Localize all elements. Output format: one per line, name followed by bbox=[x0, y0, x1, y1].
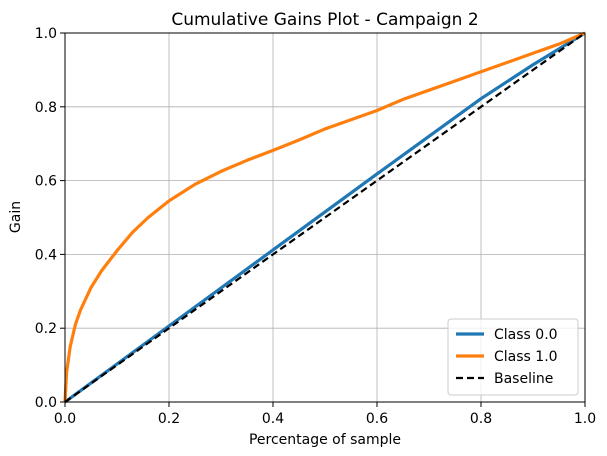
x-tick-label: 0.4 bbox=[262, 411, 284, 427]
x-tick-label: 0.6 bbox=[366, 411, 388, 427]
chart-title: Cumulative Gains Plot - Campaign 2 bbox=[171, 10, 478, 30]
y-tick-label: 0.2 bbox=[35, 321, 57, 337]
legend-box bbox=[447, 318, 579, 396]
legend-label: Class 1.0 bbox=[494, 349, 558, 365]
series-layer bbox=[63, 31, 586, 404]
ticks: 0.0 0.2 0.4 0.6 0.8 1.0 0.0 0.2 0.4 0.6 0.8 1.0 bbox=[35, 26, 596, 427]
y-tick-label: 0.8 bbox=[35, 100, 57, 116]
legend-label: Class 0.0 bbox=[494, 327, 558, 343]
legend: Class 0.0 Class 1.0 Baseline bbox=[447, 318, 579, 396]
plot-frame bbox=[64, 32, 586, 403]
y-tick-label: 0.0 bbox=[35, 395, 57, 411]
y-tick-label: 1.0 bbox=[35, 26, 57, 42]
y-axis-label: Gain bbox=[8, 201, 24, 233]
x-axis-label: Percentage of sample bbox=[249, 432, 401, 448]
x-tick-label: 1.0 bbox=[574, 411, 596, 427]
x-tick-label: 0.2 bbox=[158, 411, 180, 427]
legend-label: Baseline bbox=[494, 371, 553, 387]
y-tick-label: 0.6 bbox=[35, 174, 57, 190]
x-tick-label: 0.0 bbox=[54, 411, 76, 427]
series-line-class-0-0 bbox=[64, 31, 586, 404]
x-tick-label: 0.8 bbox=[470, 411, 492, 427]
grid bbox=[64, 32, 586, 403]
series-line-baseline bbox=[64, 32, 586, 403]
series-line-class-1-0 bbox=[63, 31, 586, 403]
y-tick-label: 0.4 bbox=[35, 247, 57, 263]
